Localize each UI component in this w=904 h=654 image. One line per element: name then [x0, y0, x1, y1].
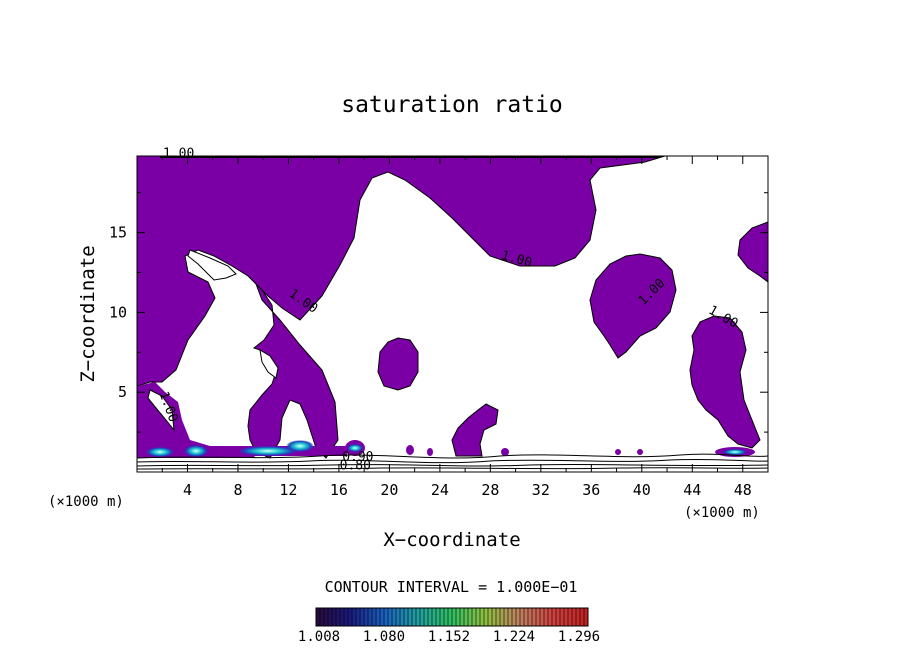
- y-tick-label: 10: [109, 303, 127, 321]
- y-tick-label: 15: [109, 224, 127, 242]
- colorbar-tick-label: 1.296: [558, 629, 600, 645]
- region-left-large: [137, 156, 666, 459]
- x-tick-label: 20: [380, 481, 398, 499]
- x-tick-label: 28: [481, 481, 499, 499]
- contour-interval-note: CONTOUR INTERVAL = 1.000E−01: [325, 578, 578, 596]
- low-blob-5: [615, 449, 621, 455]
- x-tick-label: 4: [183, 481, 192, 499]
- contour-line-2: [137, 458, 768, 464]
- x-tick-label: 44: [683, 481, 701, 499]
- contour-line-1: [137, 453, 768, 459]
- hole-left-small: [259, 349, 279, 379]
- x-unit-label-left: (×1000 m): [48, 494, 124, 510]
- core-2: [184, 445, 208, 457]
- contour-line-3: [137, 463, 768, 467]
- x-tick-label: 24: [431, 481, 449, 499]
- x-tick-label: 8: [233, 481, 242, 499]
- region-left-lower: [137, 382, 256, 458]
- x-tick-label: 36: [582, 481, 600, 499]
- colorbar-tick-label: 1.080: [363, 629, 405, 645]
- core-3: [238, 446, 298, 456]
- colorbar-tick-label: 1.008: [298, 629, 340, 645]
- region-hill-28: [451, 403, 499, 457]
- hole-upper-left: [187, 249, 237, 281]
- contour-label: 1.00: [163, 147, 194, 162]
- y-tick-label: 5: [118, 383, 127, 401]
- x-unit-label-right: (×1000 m): [684, 505, 760, 521]
- x-tick-label: 32: [532, 481, 550, 499]
- x-axis-label: X−coordinate: [383, 529, 520, 551]
- contour-label: 0.80: [340, 459, 371, 474]
- x-tick-label: 40: [633, 481, 651, 499]
- core-1: [146, 447, 174, 457]
- core-5: [347, 444, 363, 452]
- x-tick-label: 48: [734, 481, 752, 499]
- supersaturation-fill: [137, 156, 768, 470]
- region-right-blob: [589, 253, 677, 359]
- colorbar-tick-label: 1.152: [428, 629, 470, 645]
- chart-title: saturation ratio: [341, 92, 563, 118]
- low-blob-4: [501, 448, 509, 456]
- core-4: [286, 440, 314, 452]
- colorbar: 1.008 1.080 1.152 1.224 1.296: [298, 607, 600, 645]
- y-axis-label: Z−coordinate: [77, 245, 99, 382]
- x-tick-label: 12: [279, 481, 297, 499]
- contour-line-4: [137, 467, 768, 470]
- core-6: [723, 449, 747, 455]
- region-center-blob: [377, 337, 419, 391]
- contour-label: 0.90: [342, 450, 373, 465]
- low-blob-3: [427, 448, 433, 456]
- low-blob-6: [637, 449, 643, 455]
- low-blob-2: [406, 445, 414, 455]
- region-right-edge: [737, 221, 768, 283]
- plot-frame: [136, 155, 769, 473]
- x-tick-label: 16: [330, 481, 348, 499]
- colorbar-tick-label: 1.224: [493, 629, 535, 645]
- region-far-right: [689, 315, 761, 449]
- hole-left-bottom: [147, 389, 175, 432]
